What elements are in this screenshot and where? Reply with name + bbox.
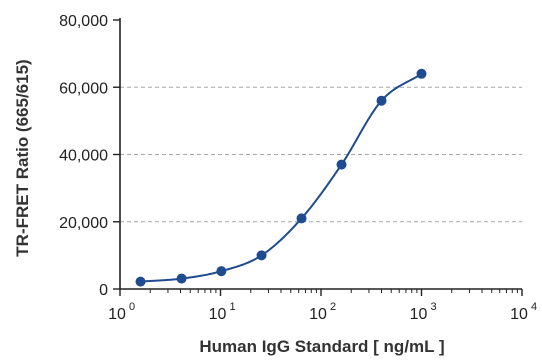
data-point <box>176 273 187 284</box>
data-point <box>336 159 347 170</box>
y-tick-label: 80,000 <box>59 13 108 30</box>
fit-curve <box>140 72 423 283</box>
data-point <box>135 276 146 287</box>
x-tick-label: 10 <box>108 306 126 323</box>
data-point <box>216 266 227 277</box>
x-tick-label: 10 <box>309 306 327 323</box>
x-tick-label: 10 <box>209 306 227 323</box>
axes <box>119 18 522 290</box>
y-ticks: 0 20,000 40,000 60,000 80,000 <box>59 13 120 299</box>
x-tick-label: 10 <box>410 306 428 323</box>
grid-lines <box>120 86 522 223</box>
x-tick-exponent: 3 <box>431 301 437 313</box>
x-tick-exponent: 4 <box>531 301 537 313</box>
data-points <box>135 68 427 287</box>
y-tick-label: 0 <box>99 282 108 299</box>
x-ticks: 10 0 10 1 10 2 10 3 10 4 <box>108 289 537 323</box>
x-tick-exponent: 2 <box>330 301 336 313</box>
data-point <box>256 250 267 261</box>
y-tick-label: 60,000 <box>59 80 108 97</box>
fit-curve-layer <box>140 72 423 283</box>
x-axis-title: Human IgG Standard [ ng/mL ] <box>199 337 444 356</box>
y-tick-label: 40,000 <box>59 148 108 165</box>
y-tick-label: 20,000 <box>59 215 108 232</box>
x-tick-label: 10 <box>510 306 528 323</box>
y-axis-title: TR-FRET Ratio (665/615) <box>13 59 32 256</box>
data-point <box>376 95 387 106</box>
x-tick-exponent: 0 <box>129 301 135 313</box>
data-point <box>296 213 307 224</box>
x-tick-exponent: 1 <box>230 301 236 313</box>
data-point <box>416 68 427 79</box>
